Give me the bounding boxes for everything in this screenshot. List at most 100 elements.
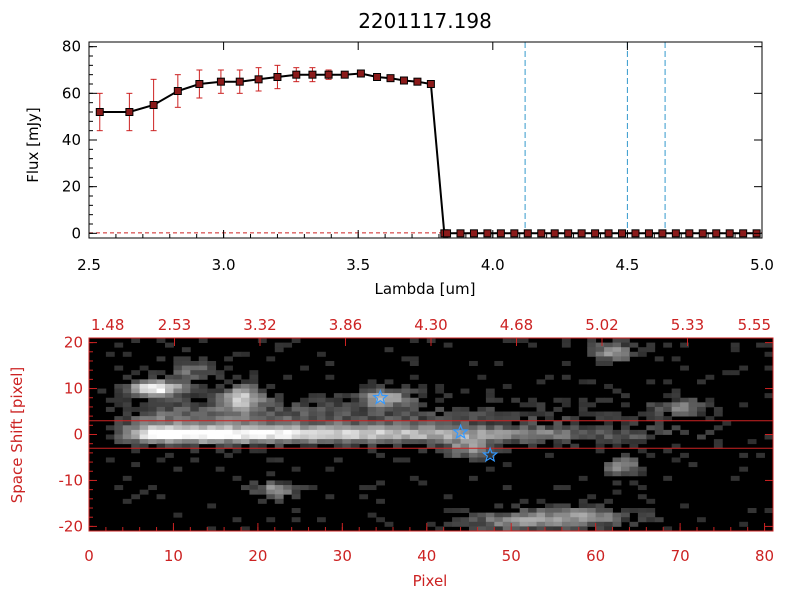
image-pixel xyxy=(257,388,267,394)
image-pixel xyxy=(139,443,149,449)
image-pixel xyxy=(477,526,487,532)
image-pixel xyxy=(443,508,453,514)
image-pixel xyxy=(426,443,436,449)
image-pixel xyxy=(224,420,233,426)
image-pixel xyxy=(198,411,208,417)
image-pixel xyxy=(122,402,132,408)
image-pixel xyxy=(308,420,318,426)
image-pixel xyxy=(469,443,478,449)
image-pixel xyxy=(308,429,318,435)
image-pixel xyxy=(148,425,157,431)
image-pixel xyxy=(536,517,546,523)
image-pixel xyxy=(680,429,689,435)
image-pixel xyxy=(300,420,309,426)
image-pixel xyxy=(131,338,141,343)
image-pixel xyxy=(570,526,580,532)
image-pixel xyxy=(460,508,470,514)
flux-point-35 xyxy=(644,229,653,238)
image-pixel xyxy=(401,416,411,422)
image-pixel xyxy=(460,416,470,422)
image-pixel xyxy=(139,439,149,445)
image-top-tick-7: 5.33 xyxy=(671,316,704,334)
image-pixel xyxy=(173,512,183,518)
image-pixel xyxy=(739,466,749,472)
image-pixel xyxy=(671,406,681,412)
image-top-tick-8: 5.55 xyxy=(738,316,771,334)
image-pixel xyxy=(485,434,495,440)
image-pixel xyxy=(604,508,613,514)
image-pixel xyxy=(190,439,200,445)
image-pixel xyxy=(477,416,487,422)
image-pixel xyxy=(350,402,360,408)
flux-point-8 xyxy=(273,73,282,81)
image-pixel xyxy=(587,434,597,440)
image-pixel xyxy=(418,420,428,426)
star-marker-2 xyxy=(481,446,499,463)
image-pixel xyxy=(545,416,554,422)
flux-point-39 xyxy=(698,229,707,238)
image-pixel xyxy=(697,411,706,417)
image-pixel xyxy=(156,429,166,435)
image-pixel xyxy=(308,397,318,403)
image-pixel xyxy=(249,420,259,426)
image-pixel xyxy=(646,508,656,514)
image-pixel xyxy=(637,439,647,445)
image-pixel xyxy=(435,388,445,394)
image-pixel xyxy=(257,393,267,399)
image-pixel xyxy=(198,402,208,408)
image-x-tick-4: 40 xyxy=(417,547,436,565)
image-pixel xyxy=(536,526,546,532)
image-pixel xyxy=(122,439,132,445)
image-pixel xyxy=(173,356,183,362)
image-pixel xyxy=(291,466,301,472)
image-pixel xyxy=(283,411,293,417)
image-pixel xyxy=(148,379,157,385)
image-pixel xyxy=(317,416,326,422)
image-pixel xyxy=(578,503,588,509)
image-pixel xyxy=(654,420,664,426)
image-pixel xyxy=(621,347,630,353)
image-pixel xyxy=(663,416,673,422)
image-pixel xyxy=(739,402,749,408)
image-pixel xyxy=(528,416,537,422)
image-pixel xyxy=(384,416,394,422)
image-pixel xyxy=(249,379,259,385)
image-pixel xyxy=(621,356,630,362)
image-pixel xyxy=(452,406,461,412)
image-pixel xyxy=(747,439,757,445)
image-pixel xyxy=(697,406,706,412)
image-pixel xyxy=(637,471,647,477)
image-pixel xyxy=(604,526,613,532)
image-pixel xyxy=(612,443,622,449)
image-pixel xyxy=(595,411,605,417)
image-pixel xyxy=(232,429,242,435)
image-pixel xyxy=(359,420,369,426)
image-pixel xyxy=(105,351,115,357)
image-pixel xyxy=(283,406,293,412)
image-pixel xyxy=(139,411,149,417)
image-pixel xyxy=(637,512,647,518)
image-pixel xyxy=(156,443,166,449)
image-pixel xyxy=(291,439,301,445)
image-pixel xyxy=(545,434,554,440)
image-pixel xyxy=(477,420,487,426)
image-pixel xyxy=(384,406,394,412)
image-pixel xyxy=(654,425,664,431)
image-pixel xyxy=(232,402,242,408)
image-pixel xyxy=(207,434,217,440)
image-pixel xyxy=(393,434,402,440)
image-pixel xyxy=(443,452,453,458)
image-pixel xyxy=(156,356,166,362)
image-pixel xyxy=(545,429,554,435)
image-pixel xyxy=(308,411,318,417)
image-pixel xyxy=(359,411,369,417)
image-pixel xyxy=(308,443,318,449)
image-pixel xyxy=(671,388,681,394)
image-pixel xyxy=(621,452,630,458)
image-pixel xyxy=(469,448,478,454)
image-pixel xyxy=(156,379,166,385)
image-pixel xyxy=(350,406,360,412)
image-pixel xyxy=(680,342,689,348)
image-pixel xyxy=(469,439,478,445)
image-pixel xyxy=(384,420,394,426)
